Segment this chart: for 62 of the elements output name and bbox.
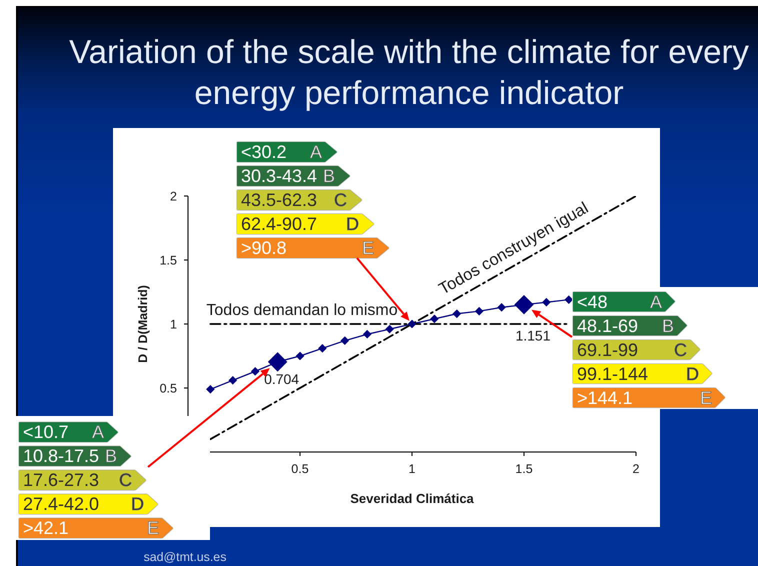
- point: [452, 310, 461, 318]
- text: E: [146, 518, 159, 538]
- annotation: 99.1-144: [577, 364, 648, 384]
- y-tick-label: 0.5: [160, 381, 178, 396]
- series-label: Todos demandan lo mismo: [206, 302, 398, 319]
- text: C: [119, 470, 132, 490]
- text: D: [131, 494, 144, 514]
- text: <10.7: [23, 422, 69, 442]
- y-tick-label: 2: [170, 189, 178, 204]
- text: A: [650, 292, 662, 312]
- point: [514, 295, 534, 314]
- annotation: C: [334, 190, 347, 210]
- x-tick-label: 1: [408, 462, 416, 476]
- text: <30.2: [241, 142, 287, 162]
- text: C: [674, 340, 687, 360]
- point: [475, 307, 484, 316]
- x-axis-title: Severidad Climática: [350, 491, 475, 506]
- point: [430, 314, 438, 323]
- annotation: <48: [577, 292, 608, 312]
- y-axis-title: D / D(Madrid): [136, 285, 150, 363]
- x-tick-label: 2: [632, 462, 640, 476]
- point: [228, 376, 237, 384]
- text: >42.1: [23, 518, 69, 538]
- data-label: 1.151: [515, 328, 551, 344]
- point: [408, 320, 416, 328]
- text: A: [310, 142, 322, 162]
- text: 17.6-27.3: [23, 470, 100, 490]
- data-label: 0.704: [264, 370, 300, 387]
- annotation: 43.5-62.3: [241, 190, 318, 210]
- point: [268, 352, 288, 372]
- text: A: [92, 422, 104, 442]
- point: [498, 303, 506, 312]
- chart-title: Variation of the scale with the climate for every energy performance indicator: [68, 32, 750, 113]
- text: B: [322, 166, 335, 186]
- point: [542, 298, 550, 306]
- x-tick-label: 0.5: [291, 462, 309, 476]
- point: [318, 344, 326, 352]
- point: [340, 336, 349, 345]
- annotation: >90.8: [241, 238, 287, 258]
- point: [251, 367, 260, 376]
- point: [296, 352, 304, 360]
- annotation: 48.1-69: [577, 316, 638, 336]
- text: D: [686, 364, 699, 384]
- point: [363, 330, 372, 338]
- annotation: D: [346, 214, 359, 234]
- text: 30.3-43.4: [241, 166, 318, 186]
- y-tick-label: 1: [170, 317, 178, 332]
- text: B: [104, 446, 117, 466]
- point: [386, 325, 394, 334]
- text: 27.4-42.0: [23, 494, 100, 514]
- text: sad@tmt.us.es: [144, 550, 226, 564]
- point: [564, 296, 573, 304]
- annotation: >144.1: [577, 388, 633, 408]
- y-tick-label: 1.5: [160, 253, 178, 268]
- x-tick-label: 1.5: [515, 462, 533, 476]
- text: 10.8-17.5: [23, 446, 100, 466]
- annotation: E: [362, 238, 374, 258]
- text: E: [700, 388, 712, 408]
- annotation: 69.1-99: [577, 340, 638, 360]
- text: B: [662, 316, 674, 336]
- annotation: 62.4-90.7: [241, 214, 318, 234]
- point: [206, 385, 214, 394]
